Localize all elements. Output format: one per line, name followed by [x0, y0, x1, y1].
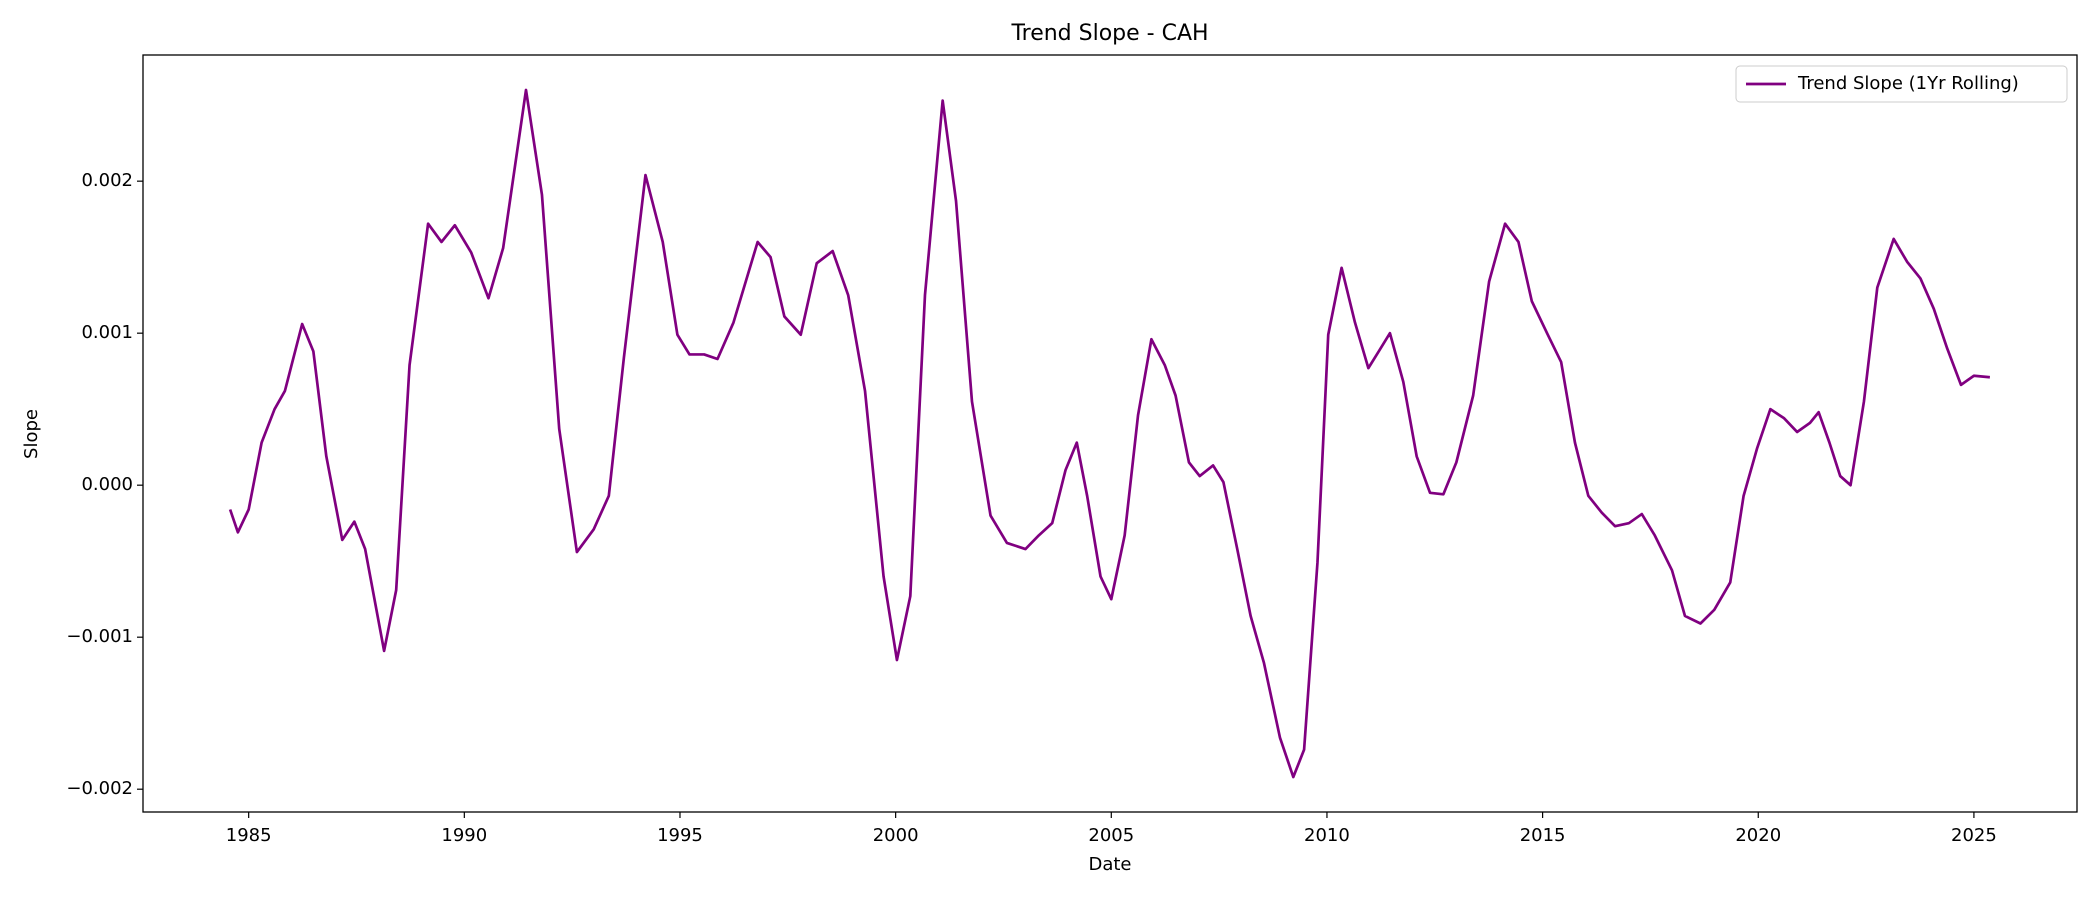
line-series [228, 88, 1991, 779]
y-axis-label: Slope [21, 409, 42, 459]
x-tick-label: 1985 [226, 825, 272, 846]
x-tick-label: 2015 [1520, 825, 1566, 846]
x-tick-label: 2000 [873, 825, 919, 846]
y-tick-label: −0.002 [66, 778, 133, 799]
x-axis-label: Date [1088, 854, 1131, 875]
y-tick-label: 0.000 [81, 474, 133, 495]
legend-box [1735, 65, 2068, 103]
x-tick-label: 2005 [1088, 825, 1134, 846]
x-tick-label: 2025 [1951, 825, 1997, 846]
x-tick-label: 1995 [657, 825, 703, 846]
x-tick-label: 2020 [1735, 825, 1781, 846]
x-tick-label: 2010 [1304, 825, 1350, 846]
y-tick-label: 0.002 [81, 170, 133, 191]
legend-label: Trend Slope (1Yr Rolling) [1797, 73, 2019, 94]
y-tick-label: 0.001 [81, 322, 133, 343]
plot-frame [142, 54, 2078, 813]
y-tick-label: −0.001 [66, 626, 133, 647]
chart-title: Trend Slope - CAH [1010, 21, 1208, 46]
x-tick-label: 1990 [441, 825, 487, 846]
